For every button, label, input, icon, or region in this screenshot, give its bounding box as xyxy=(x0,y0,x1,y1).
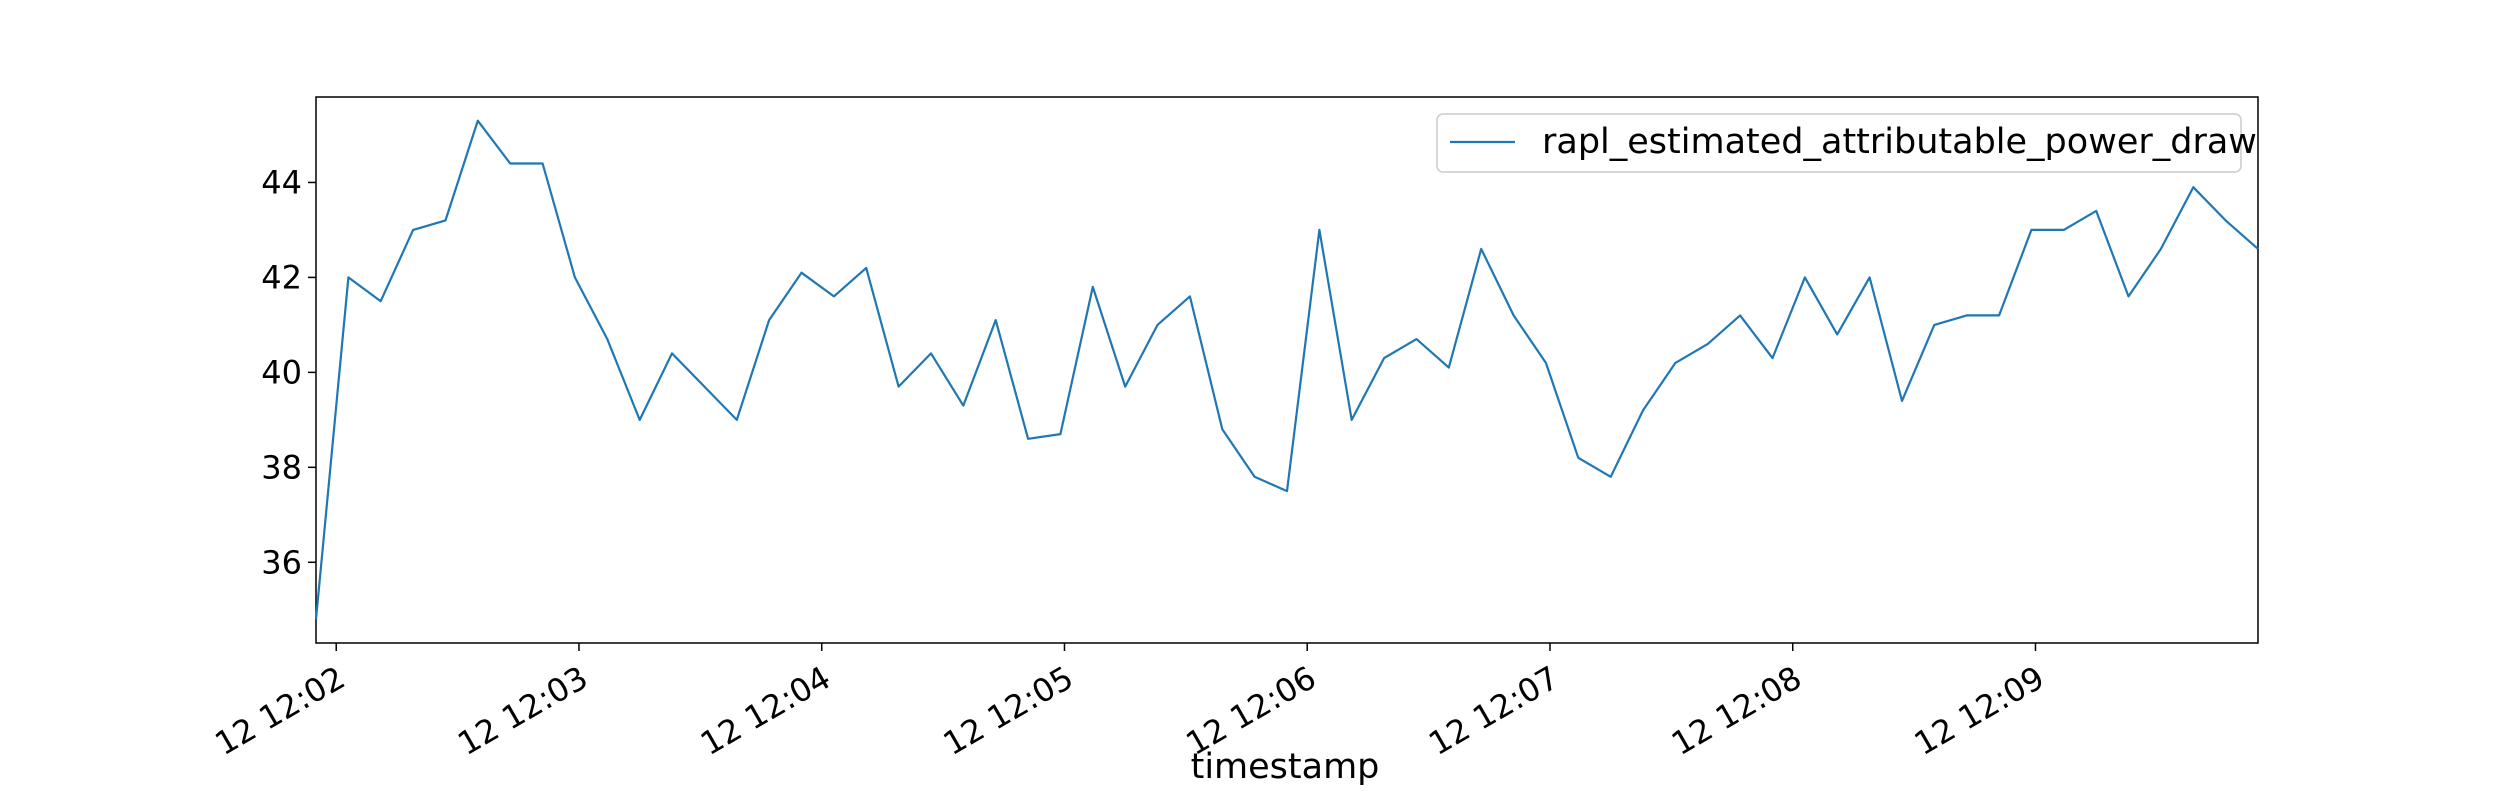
x-axis: 12 12:02 12 12:03 12 12:04 12 12:05 12 12:06… xyxy=(208,643,2051,763)
x-tick-label: 12 12:09 xyxy=(1908,658,2051,762)
x-tick-label: 12 12:08 xyxy=(1665,658,1808,762)
y-tick-label: 42 xyxy=(261,258,302,296)
x-tick-label: 12 12:07 xyxy=(1422,658,1565,762)
x-tick-label: 12 12:02 xyxy=(208,658,351,762)
x-tick-label: 12 12:05 xyxy=(937,658,1080,762)
x-tick-label: 12 12:04 xyxy=(694,658,837,762)
x-axis-label: timestamp xyxy=(1191,747,1380,787)
y-tick-label: 36 xyxy=(261,543,302,581)
y-tick-label: 44 xyxy=(261,163,302,201)
series-line xyxy=(314,119,2259,620)
y-tick-label: 40 xyxy=(261,353,302,391)
y-tick-label: 38 xyxy=(261,448,302,486)
legend: rapl_estimated_attributable_power_draw xyxy=(1436,113,2257,173)
plot-frame xyxy=(315,96,2259,644)
legend-box xyxy=(1436,113,2242,173)
legend-entry: rapl_estimated_attributable_power_draw xyxy=(1542,122,2257,162)
x-tick-label: 12 12:03 xyxy=(451,658,594,762)
y-axis: 36 38 40 42 44 xyxy=(261,163,316,581)
